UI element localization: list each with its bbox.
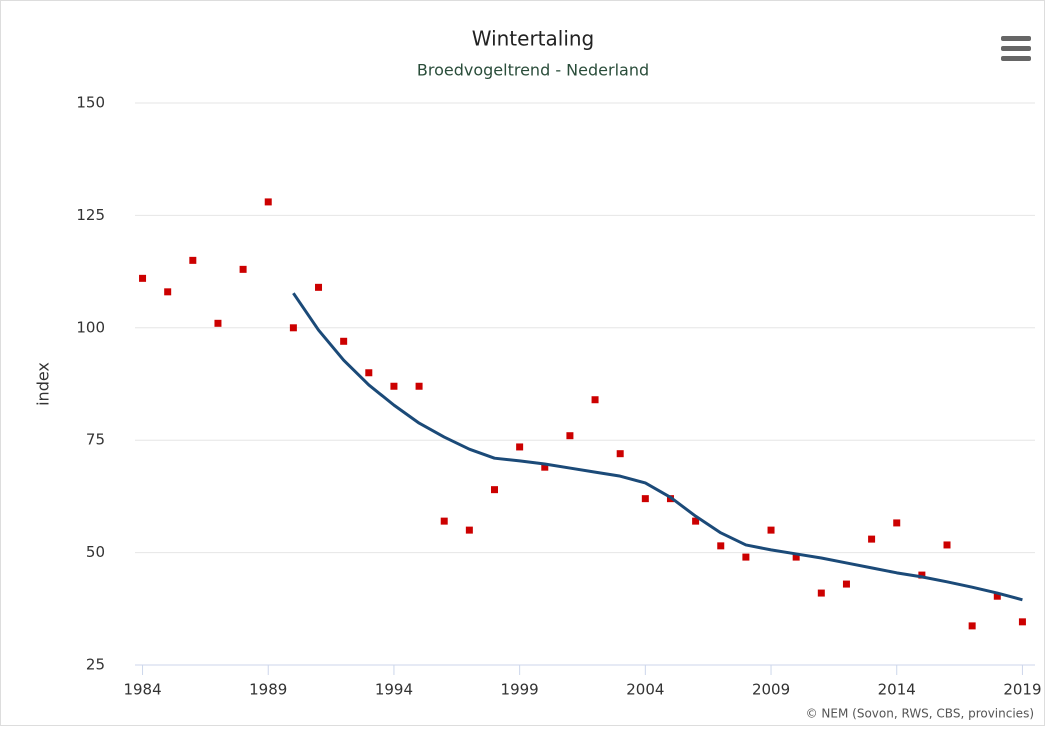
data-point [591, 396, 599, 404]
x-tick-label: 1999 [501, 681, 539, 699]
data-point [893, 519, 901, 527]
data-point [289, 324, 297, 332]
data-point [440, 517, 448, 525]
data-point [842, 580, 850, 588]
y-tick-label: 25 [86, 656, 105, 674]
menu-bar[interactable] [1001, 56, 1031, 61]
data-point [365, 369, 373, 377]
data-point [239, 265, 247, 273]
y-axis-label: index [34, 362, 53, 406]
x-tick-label: 2009 [752, 681, 790, 699]
chart-title: Wintertaling [472, 27, 595, 51]
data-point [792, 553, 800, 561]
data-point [817, 589, 825, 597]
menu-button[interactable] [1001, 36, 1031, 61]
data-point [566, 432, 574, 440]
data-point [993, 592, 1001, 600]
data-point [968, 622, 976, 630]
data-point [164, 288, 172, 296]
trend-line [292, 292, 1023, 602]
data-point [189, 256, 197, 264]
data-point [717, 542, 725, 550]
data-point [692, 517, 700, 525]
data-point [264, 198, 272, 206]
x-tick-label: 1989 [249, 681, 287, 699]
data-point [767, 526, 775, 534]
data-point [415, 382, 423, 390]
x-tick-label: 2019 [1003, 681, 1041, 699]
data-point [1018, 618, 1026, 626]
data-point [139, 274, 147, 282]
x-tick-label: 2014 [878, 681, 916, 699]
x-tick-label: 1994 [375, 681, 413, 699]
data-point [490, 486, 498, 494]
x-tick-label: 2004 [626, 681, 664, 699]
data-point [918, 571, 926, 579]
data-point [390, 382, 398, 390]
data-point [340, 337, 348, 345]
x-tick-label: 1984 [123, 681, 161, 699]
data-point [315, 283, 323, 291]
data-point [214, 319, 222, 327]
y-tick-label: 150 [76, 94, 105, 112]
credits: © NEM (Sovon, RWS, CBS, provincies) [806, 707, 1034, 721]
y-tick-label: 100 [76, 318, 105, 336]
data-point [742, 553, 750, 561]
data-point [943, 541, 951, 549]
menu-bar[interactable] [1001, 46, 1031, 51]
chart-subtitle: Broedvogeltrend - Nederland [417, 61, 649, 80]
data-point [541, 463, 549, 471]
data-point [616, 450, 624, 458]
data-point [465, 526, 473, 534]
y-tick-label: 50 [86, 543, 105, 561]
data-point [641, 495, 649, 503]
y-tick-label: 125 [76, 206, 105, 224]
y-tick-label: 75 [86, 431, 105, 449]
data-point [868, 535, 876, 543]
data-point [516, 443, 524, 451]
menu-bar[interactable] [1001, 36, 1031, 41]
